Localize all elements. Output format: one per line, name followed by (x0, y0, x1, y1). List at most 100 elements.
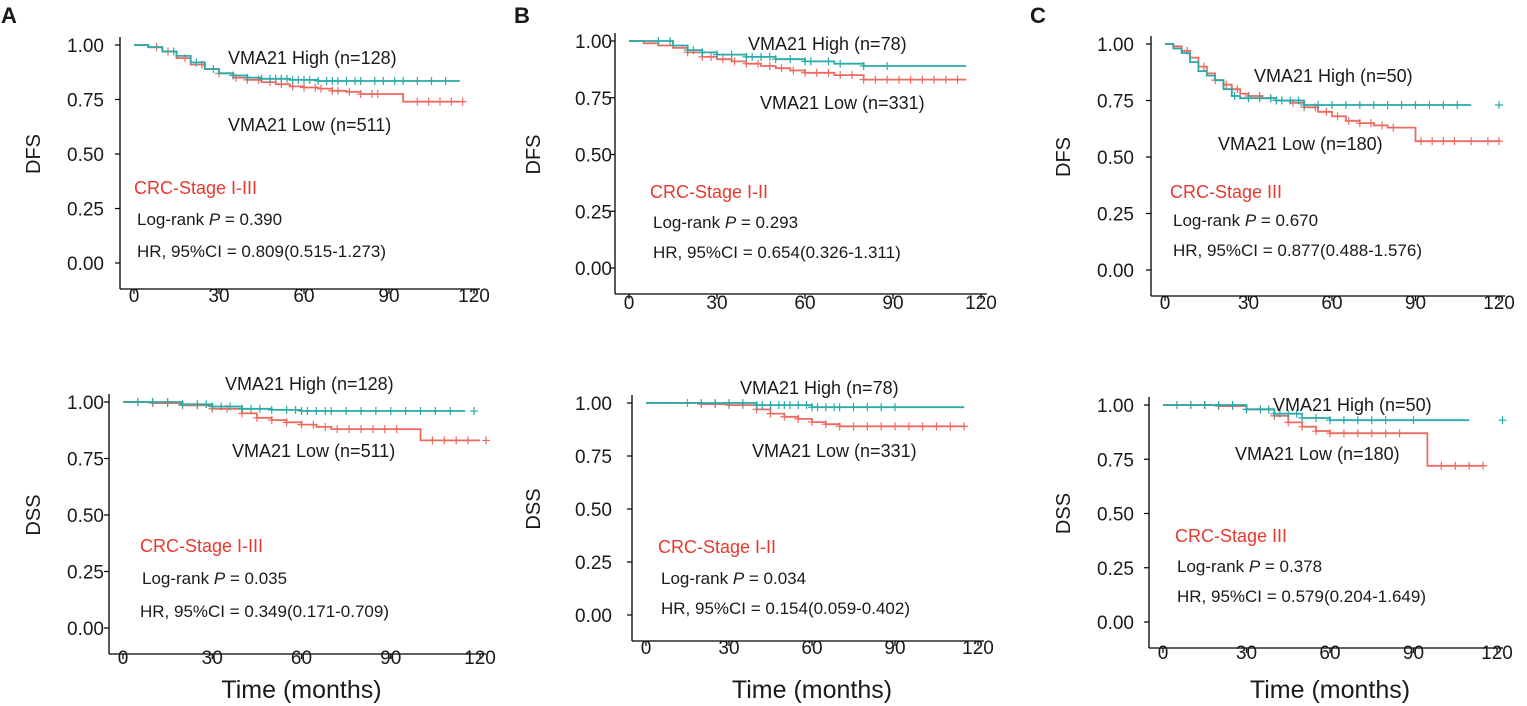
y-tick-label: 0.50 (1097, 505, 1134, 526)
censor-mark-high (305, 75, 314, 84)
hr-text: HR, 95%CI = 0.579(0.204-1.649) (1177, 587, 1426, 606)
y-tick-label: 0.25 (67, 563, 104, 584)
censor-mark-high (1409, 416, 1418, 425)
censor-mark-low (918, 422, 927, 431)
x-tick-label: 60 (293, 286, 314, 307)
censor-mark-low (1479, 461, 1488, 470)
censor-mark-high (1244, 94, 1253, 103)
censor-mark-high (202, 400, 211, 409)
censor-mark-low (1326, 429, 1334, 438)
logrank-prefix: Log-rank (661, 569, 733, 588)
censor-mark-low (1284, 418, 1293, 427)
censor-mark-low (859, 75, 868, 84)
censor-mark-high (877, 403, 886, 412)
censor-mark-low (777, 64, 786, 73)
stage-label: CRC-Stage III (1170, 182, 1282, 202)
censor-mark-high (1397, 101, 1406, 110)
censor-mark-high (1495, 101, 1503, 110)
y-tick-label: 0.00 (67, 619, 104, 640)
censor-mark-high (1326, 416, 1334, 425)
censor-mark-high (133, 398, 142, 406)
censor-mark-low (1417, 137, 1426, 146)
label-vma21-high: VMA21 High (n=50) (1254, 66, 1413, 86)
censor-mark-low (1381, 429, 1390, 438)
logrank-text: Log-rank P = 0.035 (142, 569, 287, 588)
censor-mark-high (267, 405, 276, 414)
censor-mark-high (1277, 96, 1286, 105)
censor-mark-low (766, 409, 775, 418)
censor-mark-high (1300, 101, 1309, 110)
logrank-text: Log-rank P = 0.378 (1177, 557, 1322, 576)
censor-mark-low (1450, 137, 1459, 146)
censor-mark-high (257, 74, 266, 83)
censor-mark-high (1425, 101, 1434, 110)
censor-mark-high (1339, 416, 1348, 425)
censor-mark-high (334, 76, 342, 85)
censor-mark-low (252, 413, 261, 422)
censor-mark-low (718, 55, 727, 64)
censor-mark-high (314, 76, 323, 85)
censor-mark-low (707, 52, 716, 61)
censor-mark-high (1264, 405, 1273, 414)
censor-mark-high (806, 57, 815, 66)
censor-mark-high (386, 407, 395, 416)
censor-mark-low (440, 436, 449, 445)
censor-mark-low (960, 422, 969, 431)
label-vma21-low: VMA21 Low (n=511) (228, 115, 391, 135)
censor-mark-high (1312, 414, 1321, 423)
y-axis-title: DSS (23, 494, 45, 535)
y-tick-label: 0.75 (67, 91, 104, 112)
censor-mark-low (918, 75, 927, 84)
censor-mark-low (780, 412, 789, 421)
censor-mark-high (1284, 409, 1293, 418)
censor-mark-high (470, 407, 479, 416)
censor-mark-low (373, 90, 382, 99)
censor-mark-high (748, 52, 757, 61)
y-axis-title: DSS (523, 488, 545, 529)
censor-mark-high (1200, 401, 1209, 409)
censor-mark-low (946, 422, 955, 431)
km-panel-c-dfs: 0.00 0.25 0.50 0.75 1.00 0 30 60 90 120 DFS VMA21 H… (1053, 35, 1515, 314)
censor-mark-high (399, 76, 408, 85)
censor-mark-high (813, 403, 822, 412)
censor-mark-high (1367, 416, 1376, 425)
censor-mark-high (217, 402, 226, 411)
x-tick-label: 120 (458, 286, 490, 307)
censor-mark-high (1294, 96, 1303, 105)
censor-mark-low (1428, 137, 1437, 146)
x-tick-label: 90 (1403, 643, 1424, 664)
y-axis-title: DSS (1053, 493, 1075, 534)
label-vma21-high: VMA21 High (n=128) (225, 374, 394, 394)
censor-mark-low (317, 84, 325, 93)
censor-mark-high (1341, 101, 1350, 110)
censor-mark-low (1437, 461, 1446, 470)
censor-mark-high (765, 52, 774, 61)
censor-mark-high (1355, 101, 1364, 110)
censor-mark-low (821, 420, 830, 429)
y-tick-label: 0.25 (67, 200, 104, 221)
y-tick-label: 0.50 (67, 506, 104, 527)
censor-mark-high (802, 401, 811, 410)
censor-mark-low (801, 68, 809, 77)
km-curve-low (1165, 43, 1499, 143)
censor-mark-high (371, 407, 380, 416)
censor-mark-high (711, 399, 720, 407)
censor-mark-low (1389, 123, 1398, 132)
x-axis-title: Time (months) (732, 676, 892, 704)
censor-mark-low (877, 422, 886, 431)
censor-mark-high (291, 405, 300, 414)
censor-mark-low (894, 75, 903, 84)
y-tick-label: 1.00 (67, 393, 104, 414)
km-panel-b-dss: 0.00 0.25 0.50 0.75 1.00 0 30 60 90 120 DSS Time (m… (523, 378, 994, 704)
censor-mark-low (891, 422, 899, 431)
x-tick-label: 90 (1405, 293, 1426, 314)
label-vma21-high: VMA21 High (n=128) (228, 48, 397, 68)
censor-mark-high (255, 404, 264, 413)
censor-mark-high (208, 402, 217, 411)
x-tick-label: 60 (794, 293, 815, 314)
y-tick-label: 1.00 (1097, 35, 1134, 56)
x-tick-label: 30 (202, 648, 223, 669)
y-tick-label: 0.00 (1097, 613, 1134, 634)
stage-label: CRC-Stage I-II (650, 182, 768, 202)
y-tick-label: 0.50 (575, 146, 612, 167)
